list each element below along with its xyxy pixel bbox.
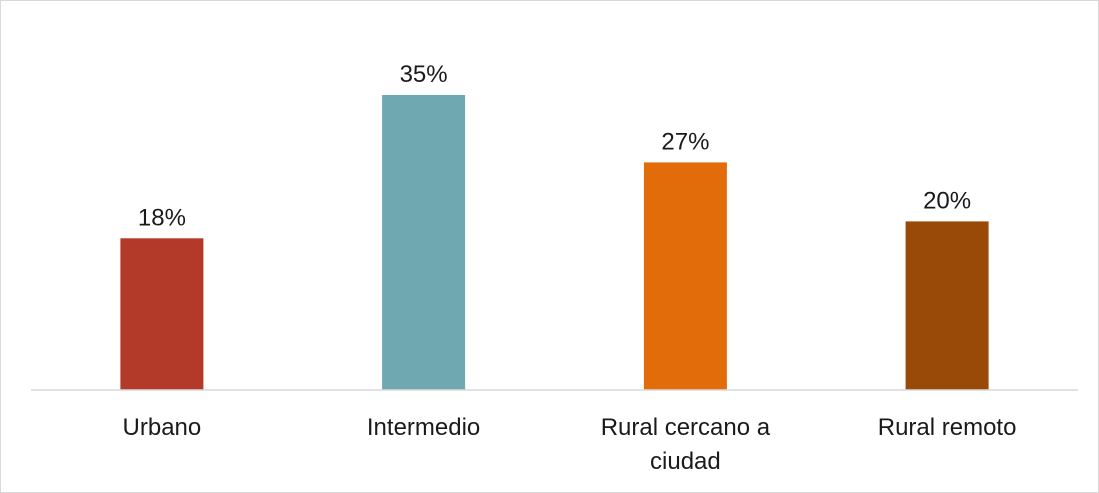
category-labels-group: Urbano Intermedio Rural cercano a ciudad Rur… xyxy=(123,414,1017,475)
data-label-3: 27% xyxy=(661,128,709,155)
bar-1 xyxy=(120,238,204,390)
bar-4 xyxy=(905,221,989,390)
data-label-2: 35% xyxy=(400,61,448,88)
category-label-4: Rural remoto xyxy=(878,414,1017,441)
bar-2 xyxy=(382,95,466,390)
data-label-4: 20% xyxy=(923,187,971,214)
bar-3 xyxy=(643,162,727,390)
value-labels-group: 18% 35% 27% 20% xyxy=(138,61,971,231)
data-label-1: 18% xyxy=(138,204,186,231)
category-label-3: Rural cercano a ciudad xyxy=(601,414,771,475)
bars-group xyxy=(120,95,989,390)
category-label-2: Intermedio xyxy=(367,414,480,441)
category-label-1: Urbano xyxy=(123,414,202,441)
